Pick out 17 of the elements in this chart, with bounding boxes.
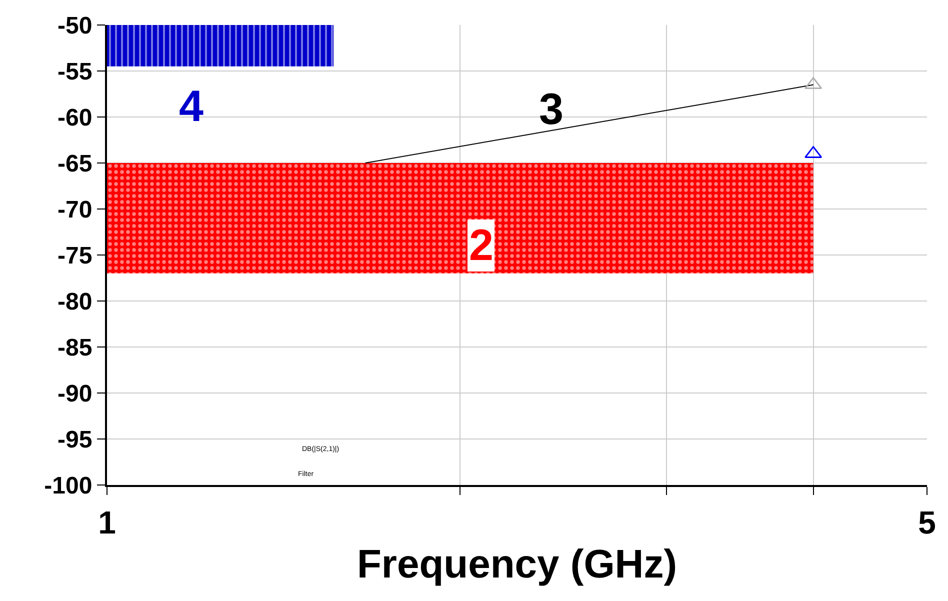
y-tick-label: -100 (44, 472, 92, 500)
y-tick-label: -50 (58, 12, 92, 40)
y-tick-label: -90 (58, 380, 92, 408)
y-tick-label: -80 (58, 288, 92, 316)
annotation: 4 (179, 82, 204, 131)
x-axis-title: Frequency (GHz) (356, 542, 678, 586)
y-tick-label: -55 (58, 58, 92, 86)
y-tick-label: -60 (58, 104, 92, 132)
y-tick-label: -95 (58, 426, 92, 454)
annotation: 2 (469, 221, 494, 270)
y-tick-label: -85 (58, 334, 92, 362)
y-tick-label: -70 (58, 196, 92, 224)
x-tick-label: 1 (98, 504, 116, 540)
y-tick-label: -65 (58, 150, 92, 178)
annotation: 3 (539, 85, 564, 134)
x-tick-label: 5 (918, 504, 936, 540)
y-tick-label: -75 (58, 242, 92, 270)
